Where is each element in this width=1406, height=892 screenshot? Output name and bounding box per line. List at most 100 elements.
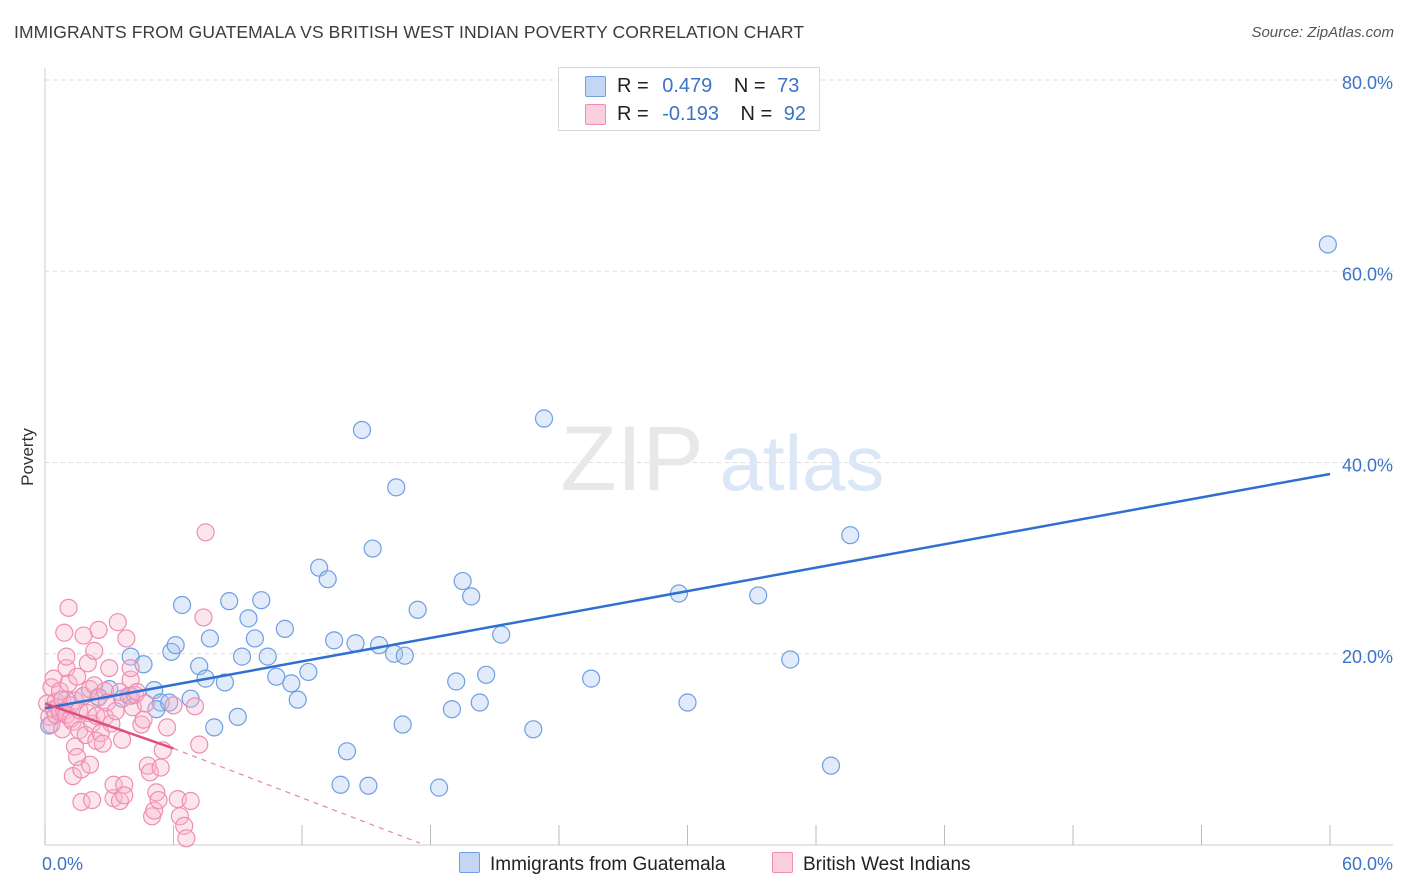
trend-line-guatemala <box>44 472 1331 710</box>
data-point <box>134 710 153 729</box>
data-point <box>68 667 87 686</box>
watermark-atlas: atlas <box>720 419 885 507</box>
data-point <box>185 697 205 716</box>
data-point <box>149 790 168 810</box>
data-point <box>115 775 134 794</box>
data-point <box>83 790 102 810</box>
data-point <box>196 523 215 542</box>
r-label: R = <box>617 75 649 97</box>
data-point <box>359 776 378 795</box>
data-point <box>462 587 481 606</box>
data-point <box>395 646 414 665</box>
x-tick-label: 0.0% <box>42 854 83 874</box>
data-point <box>447 672 466 691</box>
data-point <box>121 658 140 678</box>
data-point <box>232 647 252 666</box>
legend-swatch-pink <box>772 852 793 873</box>
data-point <box>80 755 100 774</box>
data-point <box>177 829 196 848</box>
data-point <box>678 693 697 712</box>
data-point <box>331 775 350 794</box>
data-point <box>821 756 841 775</box>
data-point <box>524 720 543 739</box>
axes <box>44 68 1393 846</box>
trend-lines <box>44 472 1331 844</box>
data-point <box>151 758 170 777</box>
data-point <box>55 623 74 642</box>
n-value-guatemala: 73 <box>777 75 800 97</box>
data-point <box>258 647 277 666</box>
data-point <box>841 526 860 545</box>
watermark-zip: ZIP <box>560 408 703 510</box>
n-label: N = <box>740 103 773 125</box>
data-point <box>194 608 213 627</box>
y-tick-label: 40.0% <box>1342 456 1393 476</box>
data-point <box>145 801 164 820</box>
data-point <box>136 694 155 713</box>
data-point <box>1318 235 1337 254</box>
data-point <box>190 735 209 754</box>
data-point <box>299 662 318 682</box>
data-point <box>57 647 76 666</box>
r-value-bwi: -0.193 <box>662 103 719 125</box>
n-label: N = <box>733 75 766 97</box>
data-point <box>72 760 91 779</box>
source-label: Source: ZipAtlas.com <box>1251 24 1394 41</box>
data-point <box>215 673 234 692</box>
x-tick-label: 60.0% <box>1342 854 1393 874</box>
data-point <box>346 634 365 653</box>
legend-swatch-pink <box>585 104 606 125</box>
correlation-legend: R = 0.479 N = 73 R = -0.193 N = 92 <box>558 67 820 131</box>
y-tick-label: 20.0% <box>1342 647 1393 667</box>
data-point <box>442 700 462 719</box>
y-axis-label: Poverty <box>18 428 37 486</box>
series-bwi-points <box>38 523 215 848</box>
data-point <box>205 718 224 737</box>
data-point <box>749 586 768 605</box>
data-point <box>220 592 239 611</box>
chart-title: IMMIGRANTS FROM GUATEMALA VS BRITISH WES… <box>14 22 805 42</box>
y-tick-label: 80.0% <box>1342 73 1393 93</box>
data-point <box>228 707 247 726</box>
grid-lines <box>45 79 1393 655</box>
data-point <box>76 725 95 745</box>
data-point <box>59 598 78 617</box>
data-point <box>288 690 307 709</box>
data-point <box>172 595 192 615</box>
legend-label-bwi: British West Indians <box>803 854 971 875</box>
data-point <box>352 420 372 440</box>
data-point <box>534 409 554 428</box>
r-value-guatemala: 0.479 <box>662 75 713 97</box>
data-point <box>115 786 134 805</box>
data-point <box>166 636 185 655</box>
trend-line-bwi <box>44 702 174 750</box>
series-guatemala-points <box>40 235 1337 797</box>
data-point <box>408 600 427 619</box>
y-tick-label: 60.0% <box>1342 264 1393 284</box>
legend-label-guatemala: Immigrants from Guatemala <box>490 854 726 875</box>
data-point <box>239 609 258 628</box>
legend-swatch-blue <box>459 852 480 873</box>
legend-item-guatemala: Immigrants from Guatemala <box>459 852 725 876</box>
data-point <box>200 629 220 648</box>
data-point <box>325 631 344 650</box>
data-point <box>429 778 449 797</box>
data-point <box>117 629 136 648</box>
data-point <box>42 715 61 734</box>
data-point <box>100 658 119 678</box>
tick-labels: 20.0% 40.0% 60.0% 80.0% 0.0% 60.0% <box>42 73 1393 874</box>
data-point <box>170 807 190 826</box>
data-point <box>282 674 301 693</box>
data-point <box>85 641 104 660</box>
data-point <box>470 693 489 712</box>
data-point <box>781 650 800 669</box>
data-point <box>245 629 264 648</box>
data-point <box>267 667 286 686</box>
data-point <box>89 620 108 639</box>
data-point <box>181 791 200 811</box>
data-point <box>93 734 112 753</box>
data-point <box>337 742 357 761</box>
data-point <box>492 625 511 644</box>
data-point <box>477 665 496 684</box>
